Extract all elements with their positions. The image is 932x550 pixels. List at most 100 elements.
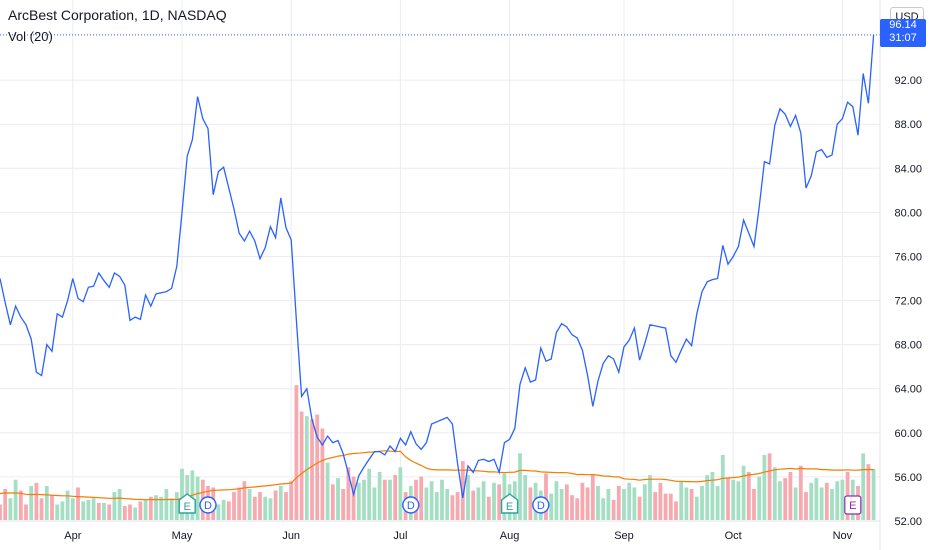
volume-bar	[819, 487, 824, 520]
volume-bar	[81, 501, 86, 520]
volume-bar	[65, 490, 70, 520]
volume-bar	[705, 475, 710, 520]
volume-bar	[284, 492, 288, 520]
volume-bar	[367, 468, 372, 520]
price-axis-label: 76.00	[894, 251, 922, 263]
volume-bar	[466, 475, 470, 520]
volume-bar	[258, 492, 262, 520]
volume-bar	[221, 499, 226, 520]
volume-bar	[554, 481, 559, 520]
volume-bar	[44, 485, 49, 520]
volume-bar	[674, 501, 678, 520]
volume-bar	[653, 492, 658, 520]
volume-bar	[289, 481, 294, 520]
volume-bar	[720, 454, 725, 520]
time-axis-label: Oct	[725, 530, 742, 542]
volume-bar	[169, 498, 174, 520]
price-axis-label: 92.00	[894, 75, 922, 87]
volume-bar	[330, 484, 335, 520]
volume-bar	[50, 495, 54, 520]
volume-bar	[804, 492, 808, 520]
volume-bar	[164, 489, 169, 520]
chart-title: ArcBest Corporation, 1D, NASDAQ	[8, 7, 227, 23]
volume-bar	[96, 502, 101, 520]
volume-bar	[138, 501, 143, 520]
volume-bar	[154, 495, 158, 520]
volume-bar	[18, 490, 23, 520]
volume-bar	[736, 481, 741, 520]
volume-bar	[86, 499, 91, 520]
volume-bar	[460, 461, 465, 520]
volume-bar	[616, 485, 621, 520]
volume-bar	[299, 411, 304, 520]
price-axis-label: 72.00	[894, 296, 922, 308]
volume-bar	[393, 475, 398, 520]
volume-bar	[3, 489, 8, 520]
future-earnings-letter: E	[849, 500, 856, 512]
volume-bar	[679, 481, 684, 520]
volume-bar	[788, 471, 793, 520]
volume-bar	[866, 464, 871, 520]
volume-bar	[0, 504, 2, 520]
grid-lines	[0, 0, 880, 522]
volume-bar	[762, 454, 767, 520]
volume-bar	[382, 479, 387, 520]
volume-bar	[34, 482, 39, 520]
future-earnings-marker-icon: E	[844, 495, 862, 515]
earnings-marker-icon: E	[500, 493, 519, 514]
volume-bar	[741, 465, 746, 520]
volume-bar	[783, 478, 788, 520]
price-axis[interactable]: 92.00 88.00 84.00 80.00 76.00 72.00 68.00 64.00…	[894, 75, 922, 528]
volume-bar	[726, 478, 730, 520]
volume-indicator-label[interactable]: Vol (20)	[8, 29, 53, 44]
volume-bar	[278, 485, 283, 520]
volume-bar	[268, 498, 273, 520]
volume-bar	[710, 471, 715, 520]
time-axis[interactable]: Apr May Jun Jul Aug Sep Oct Nov	[64, 530, 852, 542]
volume-bar	[476, 487, 481, 520]
volume-bar	[596, 485, 600, 520]
volume-bar	[871, 468, 876, 520]
volume-bar	[549, 493, 554, 520]
volume-bar	[814, 478, 819, 520]
volume-bar	[830, 489, 834, 520]
price-axis-label: 84.00	[894, 163, 922, 175]
time-axis-label: Sep	[614, 530, 634, 542]
dividend-marker-icon: D	[402, 496, 420, 514]
volume-bar	[263, 496, 268, 520]
dividend-marker-icon: D	[532, 496, 550, 514]
volume-bar	[798, 465, 803, 520]
time-axis-label: Jun	[282, 530, 300, 542]
volume-bar	[195, 476, 200, 520]
dividend-marker-icon: D	[199, 496, 217, 514]
volume-bar	[559, 489, 564, 520]
volume-bar	[315, 414, 320, 520]
volume-bar	[445, 489, 450, 520]
volume-bar	[148, 496, 153, 520]
volume-moving-average-line	[0, 450, 874, 501]
volume-bar	[216, 504, 221, 520]
volume-bar	[122, 506, 127, 520]
volume-bar	[752, 489, 756, 520]
volume-bar	[226, 501, 231, 520]
volume-bar	[622, 489, 626, 520]
volume-bar	[310, 419, 314, 520]
volume-bar	[700, 485, 704, 520]
volume-bar	[606, 489, 611, 520]
time-axis-label: May	[172, 530, 193, 542]
volume-bar	[632, 487, 637, 520]
dividend-circle	[199, 496, 217, 514]
time-axis-label: Jul	[393, 530, 407, 542]
volume-bar	[564, 484, 569, 520]
volume-bar	[601, 498, 606, 520]
dividend-circle	[532, 496, 550, 514]
volume-bar	[440, 479, 444, 520]
volume-bar	[809, 482, 814, 520]
volume-bar	[746, 471, 751, 520]
volume-bar	[502, 473, 507, 520]
time-axis-label: Apr	[64, 530, 81, 542]
dividend-circle	[402, 496, 420, 514]
volume-bar	[13, 479, 18, 520]
volume-bar	[372, 487, 377, 520]
